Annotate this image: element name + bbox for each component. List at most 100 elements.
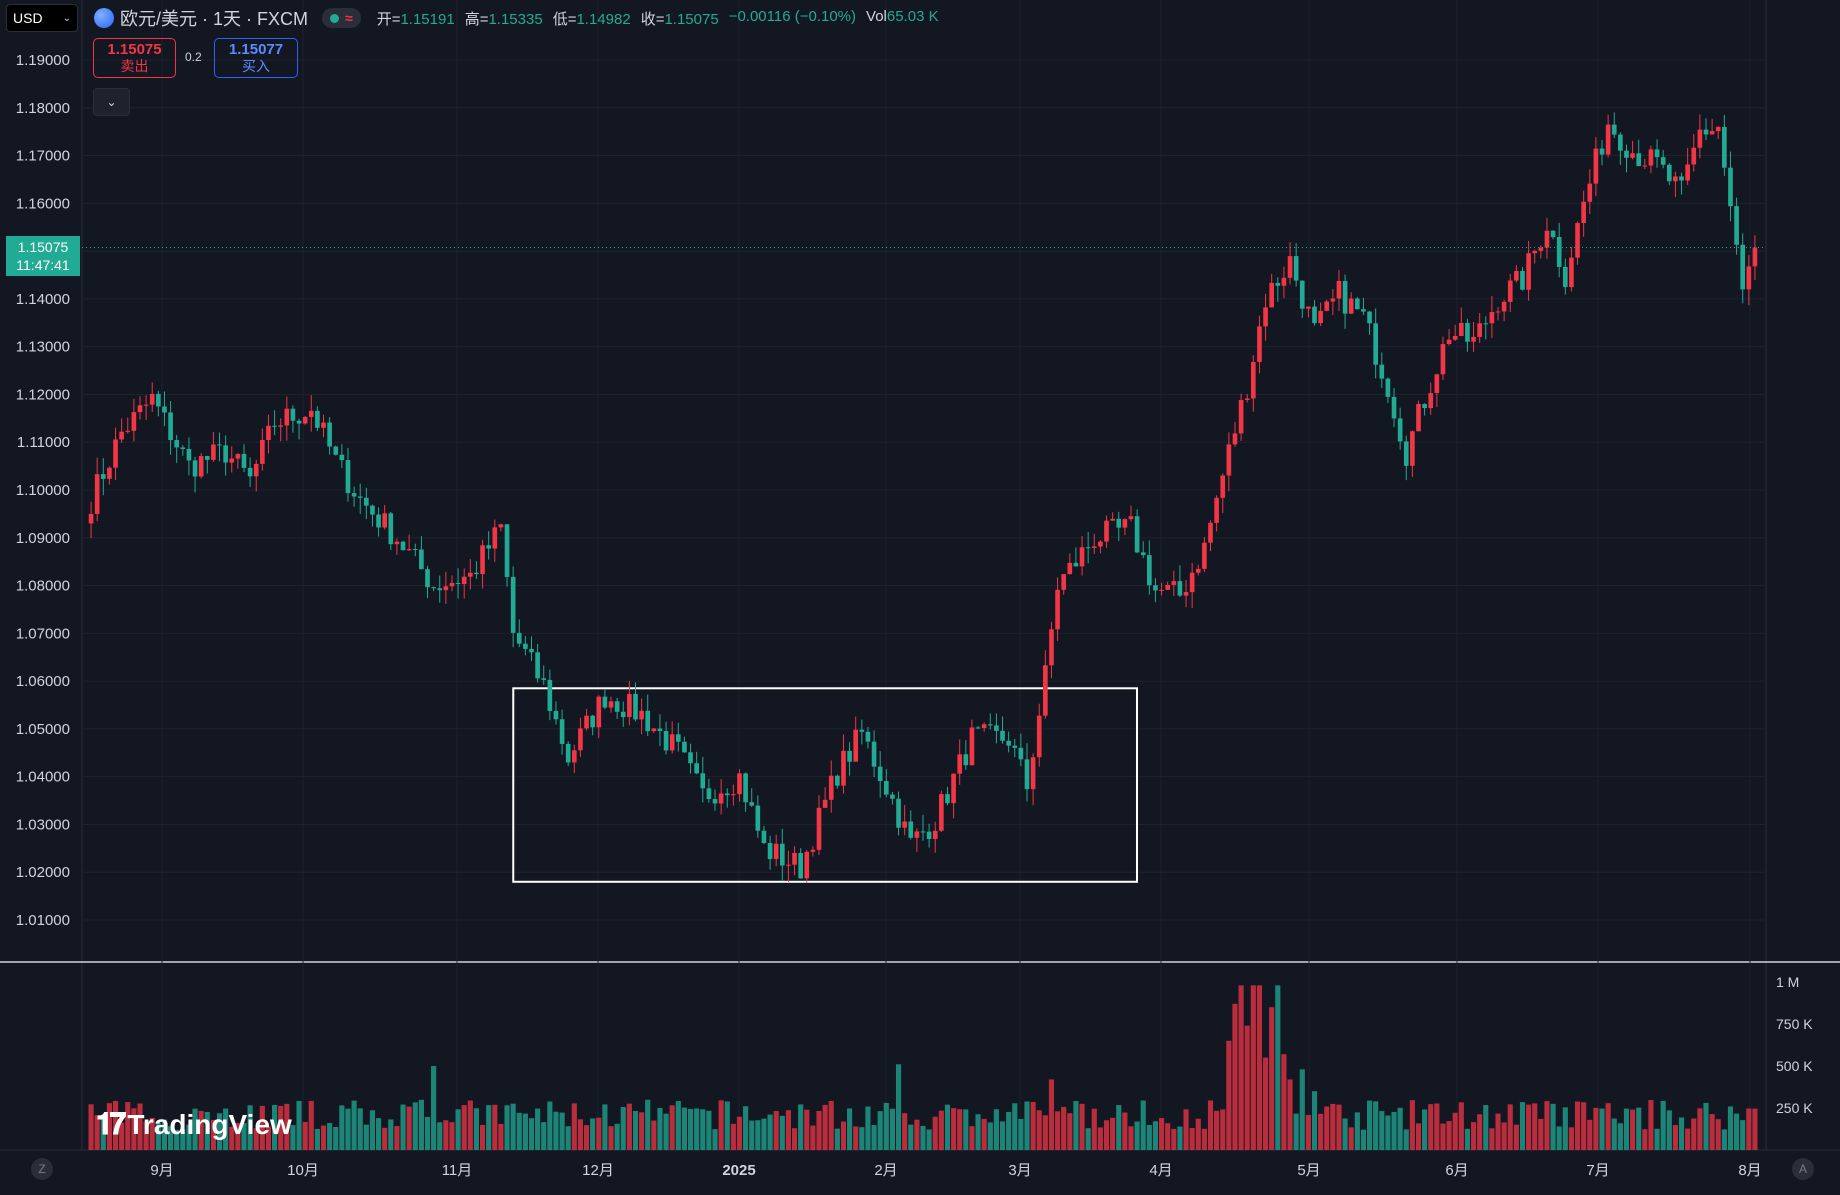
candle-body — [724, 793, 730, 796]
volume-bar — [1036, 1110, 1042, 1150]
currency-select[interactable]: USD ⌄ — [6, 4, 78, 32]
collapse-button[interactable]: ⌄ — [93, 88, 130, 116]
volume-bar — [810, 1125, 816, 1150]
volume-bar — [938, 1110, 944, 1150]
volume-bar — [816, 1110, 822, 1150]
candle-body — [241, 453, 247, 468]
candle-body — [627, 693, 632, 718]
candle-body — [584, 715, 589, 729]
price-tick-label: 1.19000 — [16, 52, 70, 69]
candle-body — [302, 416, 308, 424]
volume-tick-label: 250 K — [1776, 1100, 1813, 1116]
volume-bar — [1397, 1107, 1403, 1150]
candle-body — [516, 632, 522, 644]
candle-body — [156, 393, 161, 407]
candle-body — [1134, 516, 1140, 553]
volume-bar — [94, 1115, 100, 1150]
symbol-title[interactable]: 欧元/美元 · 1天 · FXCM — [120, 9, 308, 29]
volume-bar — [1085, 1128, 1091, 1150]
volume-bar — [614, 1123, 620, 1150]
candle-body — [1055, 589, 1060, 630]
candle-body — [1416, 403, 1421, 432]
time-tick-label: 11月 — [442, 1162, 473, 1179]
volume-bar — [1366, 1100, 1373, 1150]
volume-bar — [883, 1102, 889, 1150]
volume-tick-label: 1 M — [1776, 974, 1799, 990]
candle-body — [425, 569, 430, 588]
sell-button[interactable]: 1.15075 卖出 — [93, 38, 176, 78]
volume-bar — [651, 1120, 657, 1150]
candle-body — [137, 405, 143, 413]
volume-bar — [1544, 1101, 1550, 1150]
candle-body — [211, 444, 216, 460]
volume-bar — [1042, 1115, 1048, 1150]
candle-body — [951, 773, 956, 804]
candle-body — [1091, 546, 1097, 548]
volume-bar — [706, 1110, 712, 1150]
candle-body — [1624, 150, 1629, 158]
volume-bar — [192, 1108, 198, 1150]
volume-bar — [522, 1113, 528, 1150]
volume-bar — [106, 1103, 112, 1150]
volume-bar — [363, 1124, 369, 1150]
price-tick-label: 1.01000 — [16, 912, 70, 929]
volume-bar — [1330, 1103, 1336, 1150]
volume-bar — [1091, 1108, 1097, 1150]
volume-bar — [412, 1102, 418, 1150]
volume-bar — [1201, 1128, 1207, 1150]
volume-bar — [1354, 1112, 1360, 1150]
candle-body — [871, 741, 877, 767]
volume-bar — [730, 1123, 736, 1150]
candle-body — [1299, 280, 1305, 309]
candle-body — [364, 497, 369, 506]
candle-body — [816, 807, 822, 850]
volume-bar — [1324, 1106, 1330, 1150]
candle-body — [1043, 665, 1048, 716]
volume-bar — [467, 1100, 473, 1150]
candle-body — [902, 821, 907, 828]
volume-bar — [235, 1123, 241, 1150]
volume-bar — [229, 1126, 235, 1150]
volume-bar — [510, 1103, 516, 1150]
volume-bar — [149, 1117, 155, 1150]
volume-bar — [1159, 1118, 1165, 1150]
chevron-down-icon: ⌄ — [62, 12, 71, 24]
volume-bar — [1122, 1112, 1128, 1150]
volume-bar — [1110, 1117, 1116, 1150]
candle-body — [767, 842, 773, 860]
time-axis: 9月 10月 11月 12月 2025 2月 3月 4月 5月 6月 7月 8月 — [150, 1162, 1761, 1179]
volume-bar — [327, 1122, 333, 1150]
candle-body — [1024, 759, 1030, 790]
candle-body — [571, 750, 577, 763]
volume-bar — [174, 1129, 180, 1150]
candle-body — [541, 678, 547, 680]
price-tick-label: 1.04000 — [16, 769, 70, 786]
price-tick-label: 1.02000 — [16, 864, 70, 881]
timezone-button[interactable]: Z — [31, 1158, 53, 1180]
candle-body — [419, 549, 424, 570]
candle-body — [474, 572, 479, 575]
candle-body — [1471, 336, 1476, 342]
volume-bar — [718, 1100, 724, 1150]
price-tick-label: 1.13000 — [16, 339, 70, 356]
candle-body — [1746, 266, 1752, 290]
volume-bar — [1568, 1127, 1574, 1150]
candle-body — [400, 541, 406, 551]
price-tick-label: 1.12000 — [16, 386, 70, 403]
volume-bar — [553, 1111, 559, 1150]
candle-body — [388, 513, 394, 545]
candle-body — [1722, 126, 1727, 168]
volume-bar — [1214, 1110, 1220, 1150]
time-tick-label: 10月 — [287, 1162, 319, 1179]
volume-bar — [333, 1127, 339, 1150]
volume-bar — [100, 1119, 106, 1150]
auto-scale-button[interactable]: A — [1792, 1158, 1814, 1180]
candle-body — [1018, 747, 1024, 760]
spread-value: 0.2 — [185, 50, 202, 64]
buy-button[interactable]: 1.15077 买入 — [214, 38, 298, 78]
candle-body — [688, 752, 693, 764]
symbol-block: 欧元/美元 · 1天 · FXCM ≈ 开=1.15191 高=1.15335 … — [94, 4, 939, 32]
price-tick-label: 1.17000 — [16, 148, 70, 165]
market-status-pill[interactable]: ≈ — [322, 8, 361, 28]
